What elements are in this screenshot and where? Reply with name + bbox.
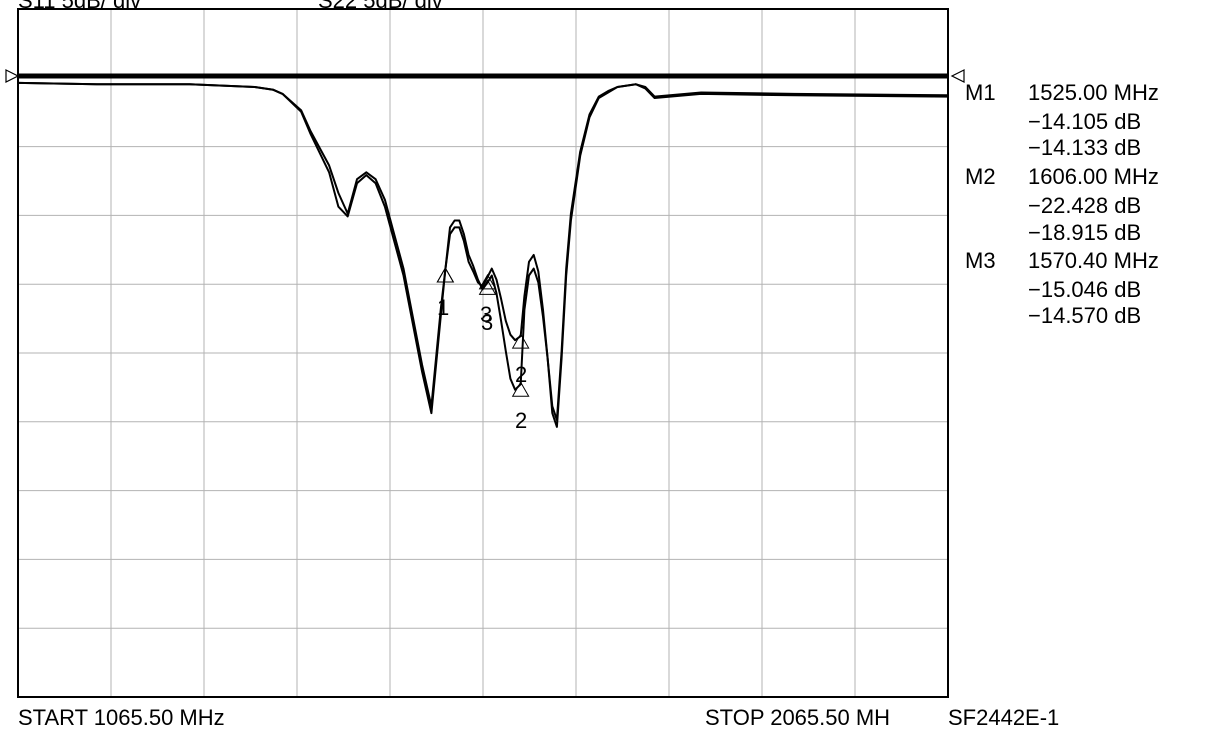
marker-3-freq: 1570.40 MHz xyxy=(1028,248,1159,273)
marker-2-freq: 1606.00 MHz xyxy=(1028,164,1159,189)
trace-marker-label-1: 1 xyxy=(437,295,450,320)
start-frequency-label: START 1065.50 MHz xyxy=(18,705,225,730)
marker-2-s22: −18.915 dB xyxy=(1028,220,1142,245)
model-label: SF2442E-1 xyxy=(948,705,1060,730)
marker-2-s11: −22.428 dB xyxy=(1028,193,1142,218)
s11-scale-label: S11 5dB/ div xyxy=(18,0,142,13)
s22-scale-label: S22 5dB/ div xyxy=(318,0,443,13)
marker-1-id: M1 xyxy=(965,80,996,105)
stop-frequency-label: STOP 2065.50 MH xyxy=(705,705,891,730)
marker-2-id: M2 xyxy=(965,164,996,189)
trace-marker-label-2a: 2 xyxy=(515,362,528,387)
marker-triangle-m2-s22 xyxy=(511,333,530,349)
marker-1-s11: −14.105 dB xyxy=(1028,109,1142,134)
trace-s22 xyxy=(17,81,949,428)
marker-triangle-m3-s11 xyxy=(478,279,497,295)
marker-triangle-m2-s11 xyxy=(511,381,530,397)
marker-3-id: M3 xyxy=(965,248,996,273)
trace-marker-label-2b: 2 xyxy=(515,408,528,433)
trace-marker-label-3b: 3 xyxy=(481,310,494,335)
marker-3-s22: −14.570 dB xyxy=(1028,303,1142,328)
marker-1-freq: 1525.00 MHz xyxy=(1028,80,1159,105)
marker-triangles xyxy=(436,267,530,397)
right-reference-arrow xyxy=(950,69,965,83)
marker-triangle-m3-s22 xyxy=(478,273,497,290)
plot-frame xyxy=(17,8,949,698)
marker-3-s11: −15.046 dB xyxy=(1028,277,1142,302)
marker-triangle-m1-s22 xyxy=(436,267,455,283)
trace-marker-label-3a: 3 xyxy=(480,302,493,327)
plot-grid xyxy=(17,8,949,698)
left-reference-arrow xyxy=(5,69,20,83)
traces xyxy=(17,81,949,428)
marker-1-s22: −14.133 dB xyxy=(1028,135,1142,160)
